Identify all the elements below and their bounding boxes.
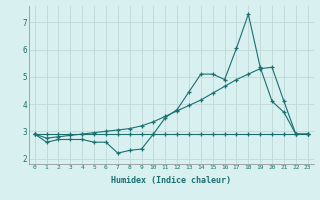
X-axis label: Humidex (Indice chaleur): Humidex (Indice chaleur) bbox=[111, 176, 231, 185]
